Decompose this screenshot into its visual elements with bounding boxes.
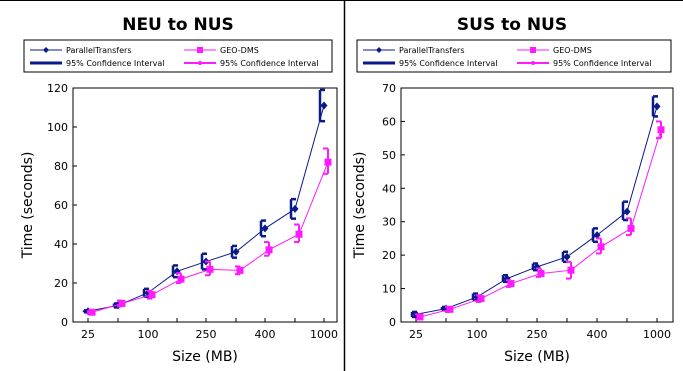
data-point-square [597,243,605,251]
data-point-square [627,224,635,232]
x-tick-label: 400 [587,328,608,341]
data-point-square [295,230,303,238]
series-geo-dms [87,147,332,316]
y-tick-label: 60 [54,199,68,212]
legend-swatch-square [530,47,536,53]
data-point-square [537,270,545,278]
legend-swatch-diamond [43,47,49,53]
y-tick-label: 60 [382,115,396,128]
chart-title: SUS to NUS [457,15,567,35]
data-point-diamond [563,252,571,261]
x-tick-labels: 25 100 250 400 1000 [409,318,671,341]
data-point-square [446,305,454,313]
legend-label-ci: 95% Confidence Interval [553,59,651,68]
series-parallel-transfers [410,95,661,319]
legend-swatch-square [197,47,203,53]
x-tick-labels: 25 100 250 400 1000 [81,318,338,341]
x-tick-label: 250 [196,328,217,341]
data-point-square [177,275,185,283]
data-point-diamond [232,247,240,256]
x-axis-label: Size (MB) [504,349,570,365]
data-point-diamond [320,101,328,110]
data-point-square [88,308,96,316]
legend-box [23,39,333,73]
x-tick-label: 100 [138,328,159,341]
legend-swatch-diamond [376,47,382,53]
data-point-diamond [653,102,661,111]
series-line [91,161,329,313]
data-point-square [416,313,424,321]
x-tick-label: 25 [81,328,95,341]
y-tick-label: 100 [47,121,68,134]
series-layer [82,88,332,316]
y-tick-label: 0 [61,316,68,329]
legend-box [356,39,672,73]
legend: ParallelTransfers 95% Confidence Interva… [23,39,333,73]
data-point-diamond [261,224,269,233]
y-tick-label: 70 [382,82,396,95]
x-tick-label: 25 [409,328,423,341]
y-tick-label: 20 [54,277,68,290]
data-point-square [567,266,575,274]
legend-label-parallel: ParallelTransfers [66,46,131,55]
y-tick-labels: 0 20 40 60 80 100 120 [47,82,77,329]
legend-swatch-ci-dot [531,61,535,65]
y-axis-label: Time (seconds) [20,152,36,260]
series-line [415,106,658,315]
y-axis-label: Time (seconds) [352,152,368,260]
y-tick-label: 20 [382,249,396,262]
y-tick-label: 50 [382,149,396,162]
data-point-diamond [623,207,631,216]
x-tick-label: 250 [527,328,548,341]
data-point-diamond [291,204,299,213]
data-point-square [236,266,244,274]
legend-label-parallel: ParallelTransfers [399,46,464,55]
y-tick-labels: 0 10 20 30 40 50 60 70 [382,82,405,329]
data-point-square [206,265,214,273]
plot-area [400,87,674,323]
legend-label-ci: 95% Confidence Interval [399,59,497,68]
series-line [87,105,325,312]
x-tick-label: 1000 [643,328,671,341]
legend: ParallelTransfers 95% Confidence Interva… [356,39,672,73]
x-tick-label: 400 [255,328,276,341]
y-tick-label: 40 [54,238,68,251]
series-parallel-transfers [82,88,328,316]
legend-swatch-ci-dot [198,61,202,65]
data-point-square [265,246,273,254]
x-tick-label: 100 [467,328,488,341]
y-tick-label: 120 [47,82,68,95]
data-point-diamond [593,231,601,240]
chart-title: NEU to NUS [122,15,234,35]
y-tick-label: 30 [382,216,396,229]
series-geo-dms [415,120,665,321]
y-tick-label: 10 [382,283,396,296]
data-point-square [507,280,515,288]
legend-label-ci: 95% Confidence Interval [220,59,318,68]
data-point-square [477,295,485,303]
series-layer [410,95,665,321]
data-point-square [118,299,126,307]
legend-label-ci: 95% Confidence Interval [66,59,164,68]
plot-area [72,87,338,323]
chart-panel-neu-to-nus: NEU to NUS ParallelTransfers 95% Confide… [20,15,338,365]
data-point-square [657,126,665,134]
y-tick-label: 0 [389,316,396,329]
x-axis-label: Size (MB) [172,349,238,365]
y-tick-label: 40 [382,182,396,195]
legend-label-geo: GEO-DMS [220,46,259,55]
chart-panel-sus-to-nus: SUS to NUS ParallelTransfers 95% Confide… [352,15,674,365]
legend-label-geo: GEO-DMS [553,46,592,55]
series-line [419,129,662,318]
data-point-square [148,291,156,299]
data-point-square [324,158,332,166]
x-tick-label: 1000 [310,328,338,341]
y-tick-label: 80 [54,160,68,173]
